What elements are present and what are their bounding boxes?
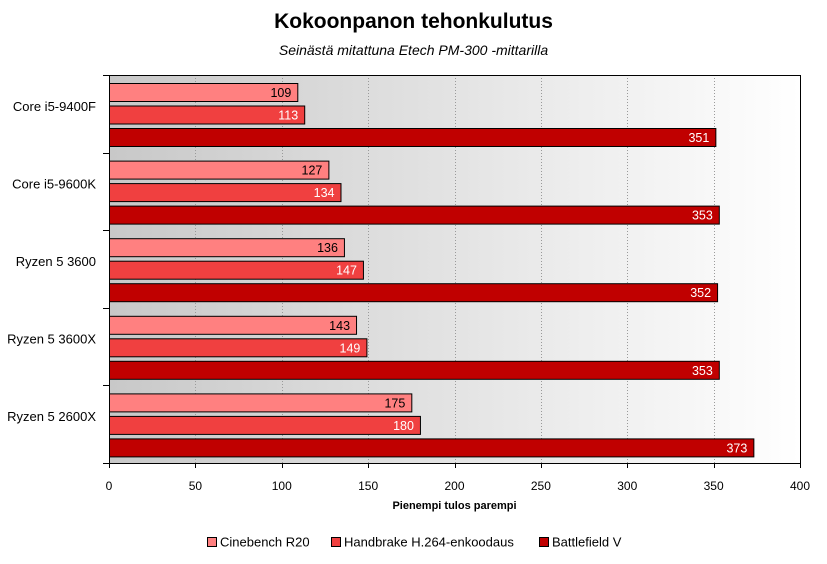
- data-label: 175: [384, 396, 405, 410]
- x-tick-label: 200: [444, 479, 464, 493]
- x-tick-label: 350: [704, 479, 724, 493]
- x-tick-label: 300: [617, 479, 637, 493]
- bar: [109, 438, 755, 458]
- data-label: 180: [393, 419, 414, 433]
- data-label: 353: [692, 209, 713, 223]
- data-label: 134: [314, 186, 335, 200]
- data-label: 143: [329, 319, 350, 333]
- x-tick-label: 50: [189, 479, 203, 493]
- bar: [109, 238, 345, 258]
- x-tick-label: 400: [790, 479, 810, 493]
- chart-subtitle: Seinästä mitattuna Etech PM-300 -mittari…: [278, 42, 549, 58]
- data-label: 113: [278, 109, 298, 123]
- category-label: Ryzen 5 3600X: [7, 332, 96, 347]
- data-label: 149: [340, 341, 361, 355]
- bar: [109, 183, 342, 203]
- x-tick-label: 100: [272, 479, 292, 493]
- legend-label: Cinebench R20: [220, 535, 310, 550]
- data-label: 127: [302, 164, 323, 178]
- data-label: 353: [692, 364, 713, 378]
- bar: [109, 338, 368, 358]
- bar: [109, 128, 717, 147]
- category-label: Ryzen 5 2600X: [7, 409, 96, 424]
- category-label: Core i5-9400F: [13, 99, 96, 114]
- bar: [109, 283, 719, 303]
- data-label: 373: [726, 441, 747, 455]
- bars: 109 113 351 127 134 353 136 147 352 143 149 353 175 1…: [109, 83, 755, 458]
- data-label: 352: [690, 286, 711, 300]
- data-label: 136: [317, 241, 338, 255]
- category-label: Core i5-9600K: [12, 176, 96, 191]
- bar: [109, 415, 421, 435]
- x-tick-label: 250: [531, 479, 551, 493]
- legend-label: Battlefield V: [552, 535, 622, 550]
- legend-swatch: [331, 537, 341, 547]
- bar: [109, 160, 330, 180]
- bar: [109, 260, 364, 280]
- data-label: 351: [688, 131, 709, 145]
- x-axis-title: Pienempi tulos parempi: [392, 500, 516, 512]
- bar: [109, 315, 358, 335]
- legend: Cinebench R20 Handbrake H.264-enkoodaus Ba…: [207, 535, 622, 550]
- bar: [109, 205, 720, 225]
- legend-swatch: [207, 537, 217, 547]
- bar: [109, 105, 306, 125]
- bar: [109, 393, 413, 413]
- x-tick-label: 150: [358, 479, 378, 493]
- bar: [109, 360, 720, 380]
- legend-label: Handbrake H.264-enkoodaus: [344, 535, 514, 550]
- x-tick-label: 0: [106, 479, 113, 493]
- axes: Core i5-9400F Core i5-9600K Ryzen 5 3600 Ry…: [7, 75, 810, 512]
- legend-swatch: [539, 537, 549, 547]
- chart-title: Kokoonpanon tehonkulutus: [274, 10, 553, 33]
- data-label: 109: [270, 86, 291, 100]
- data-label: 147: [336, 264, 357, 278]
- category-label: Ryzen 5 3600: [16, 254, 96, 269]
